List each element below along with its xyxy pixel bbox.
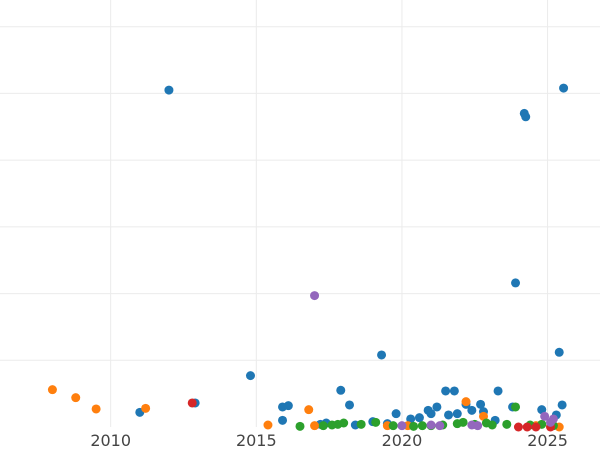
x-tick-label-2010: 2010 <box>90 431 131 450</box>
data-point <box>409 421 419 431</box>
data-point <box>245 371 255 381</box>
data-point <box>522 422 532 432</box>
data-point <box>318 421 328 431</box>
data-point <box>441 386 451 396</box>
data-point <box>283 401 293 411</box>
data-point <box>435 421 445 431</box>
data-points <box>47 83 569 432</box>
data-point <box>426 420 436 430</box>
data-point <box>414 413 424 423</box>
data-point <box>371 417 381 427</box>
data-point <box>304 405 314 415</box>
data-point <box>487 420 497 430</box>
data-point <box>310 421 320 431</box>
grid-lines <box>0 0 600 427</box>
series-3 <box>187 398 555 432</box>
data-point <box>511 402 521 412</box>
data-point <box>540 411 550 421</box>
data-point <box>461 397 471 407</box>
series-4 <box>310 291 558 431</box>
data-point <box>559 83 569 93</box>
data-point <box>388 421 398 431</box>
data-point <box>391 409 401 419</box>
data-point <box>164 85 174 95</box>
data-point <box>310 291 320 301</box>
series-0 <box>135 83 569 430</box>
data-point <box>47 385 57 395</box>
data-point <box>397 421 407 431</box>
data-point <box>339 418 349 428</box>
data-point <box>502 419 512 429</box>
data-point <box>467 405 477 415</box>
data-point <box>432 402 442 412</box>
data-point <box>531 422 541 432</box>
data-point <box>511 278 521 288</box>
data-point <box>345 400 355 410</box>
x-tick-label-2015: 2015 <box>236 431 277 450</box>
data-point <box>141 403 151 413</box>
data-point <box>473 421 483 431</box>
x-axis-ticks: 2010 2015 2020 2025 <box>90 431 568 450</box>
data-point <box>91 404 101 414</box>
data-point <box>187 398 197 408</box>
data-point <box>426 409 436 419</box>
data-point <box>554 347 564 357</box>
data-point <box>356 419 366 429</box>
data-point <box>336 385 346 395</box>
data-point <box>521 112 531 122</box>
data-point <box>557 400 567 410</box>
data-point <box>278 415 288 425</box>
data-point <box>417 421 427 431</box>
data-point <box>444 410 454 420</box>
data-point <box>377 350 387 360</box>
data-point <box>449 386 459 396</box>
data-point <box>476 399 486 409</box>
data-point <box>71 393 81 403</box>
data-point <box>548 414 558 424</box>
data-point <box>263 420 273 430</box>
x-tick-label-2025: 2025 <box>527 431 568 450</box>
data-point <box>493 386 503 396</box>
x-tick-label-2020: 2020 <box>382 431 423 450</box>
data-point <box>458 417 468 427</box>
data-point <box>452 409 462 419</box>
data-point <box>513 422 523 432</box>
data-point <box>295 421 305 431</box>
